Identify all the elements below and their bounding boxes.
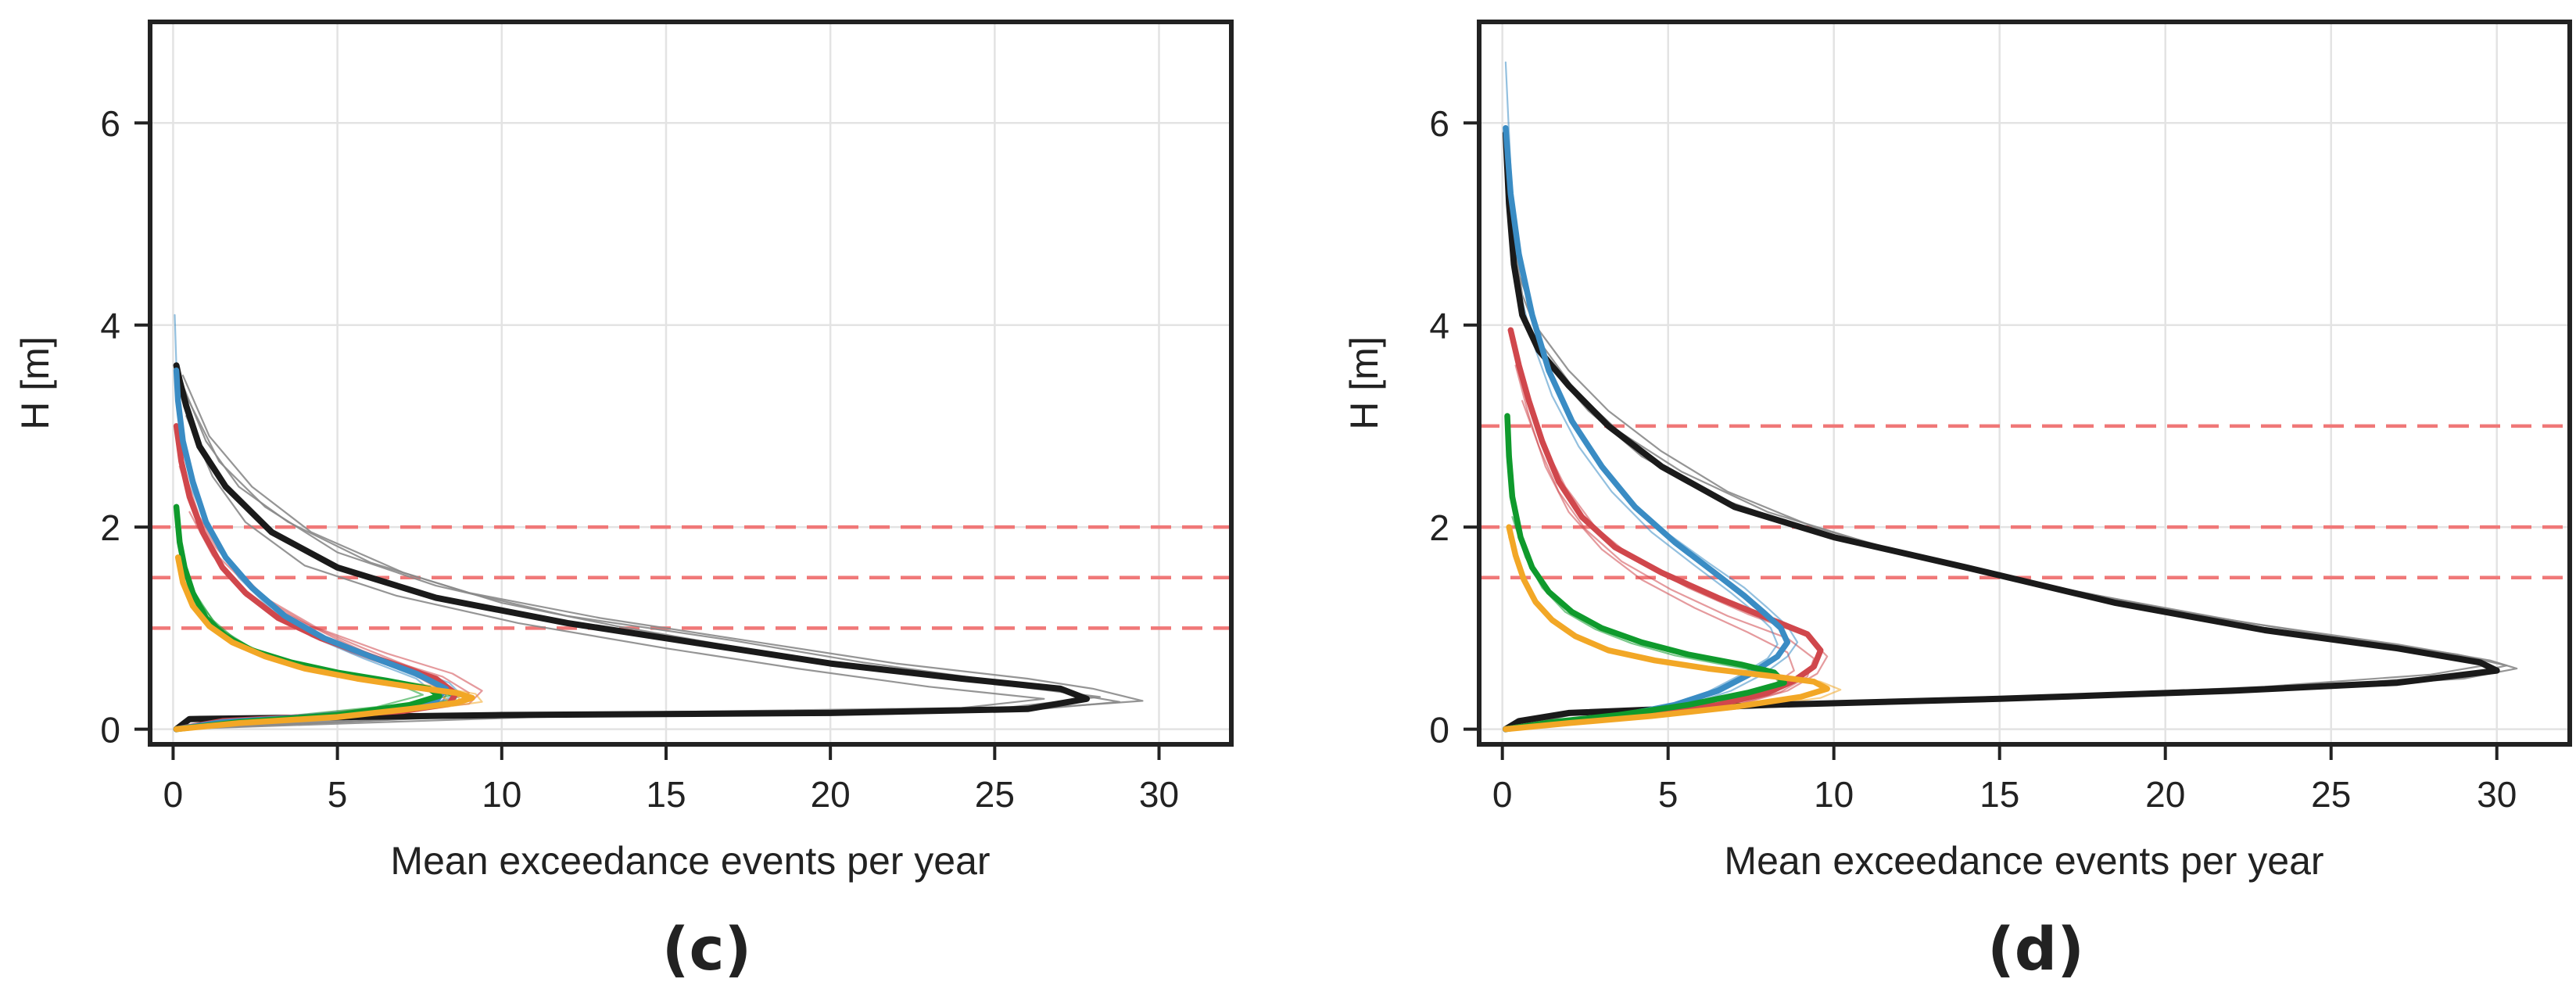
panel-c-y-tick-label: 2 — [100, 507, 120, 548]
panel-d: 0 5 10 15 20 25 30 0 2 4 6 Mean exceedance events… — [1342, 20, 2572, 984]
panel-d-y-tick-label: 4 — [1429, 306, 1449, 346]
panel-d-y-axis-label: H [m] — [1342, 336, 1386, 429]
panel-c-frame — [148, 20, 1234, 747]
panel-d-label: (d) — [1987, 914, 2084, 984]
panel-d-y-tick-label: 6 — [1429, 103, 1449, 144]
panel-c-y-tick-label: 4 — [100, 306, 120, 346]
panel-d-ensemble-lines — [1504, 61, 2518, 730]
panel-d-blue-mean-line — [1503, 124, 1791, 733]
panel-c-x-ticks: 0 5 10 15 20 25 30 — [163, 744, 1179, 815]
panel-d-red-ensemble-line — [1504, 400, 1815, 730]
panel-d-x-tick-label: 25 — [2311, 774, 2351, 815]
panel-c-x-tick-label: 25 — [975, 774, 1015, 815]
panel-d-x-axis-label: Mean exceedance events per year — [1724, 839, 2323, 883]
panel-d-x-tick-label: 0 — [1492, 774, 1513, 815]
panel-c-threshold-lines — [150, 525, 1231, 630]
panel-c-x-tick-label: 10 — [482, 774, 521, 815]
panel-c-x-tick-label: 0 — [163, 774, 184, 815]
panel-c-black-mean-line — [173, 362, 1090, 733]
panel-c: 0 5 10 15 20 25 30 0 2 4 6 Mean exceedance events… — [13, 20, 1234, 984]
panel-c-x-tick-label: 30 — [1139, 774, 1179, 815]
panel-c-y-axis-label: H [m] — [13, 336, 57, 429]
panel-d-x-tick-label: 10 — [1814, 774, 1854, 815]
panel-d-y-tick-label: 0 — [1429, 710, 1449, 751]
panel-d-green-mean-line — [1503, 413, 1787, 733]
panel-c-x-tick-label: 20 — [811, 774, 851, 815]
panel-d-y-ticks: 0 2 4 6 — [1429, 103, 1479, 751]
panel-d-threshold-lines — [1479, 424, 2570, 580]
panel-d-gridlines — [1479, 22, 2570, 744]
panel-c-y-tick-label: 0 — [100, 710, 120, 751]
panel-c-x-tick-label: 15 — [646, 774, 686, 815]
panel-d-x-tick-label: 20 — [2145, 774, 2185, 815]
panel-c-y-ticks: 0 2 4 6 — [100, 103, 150, 751]
panel-d-black-mean-line — [1502, 130, 2500, 733]
panel-d-x-ticks: 0 5 10 15 20 25 30 — [1492, 744, 2517, 815]
panel-d-mean-lines — [1502, 124, 2500, 733]
panel-c-label: (c) — [662, 914, 752, 984]
panel-c-x-tick-label: 5 — [328, 774, 348, 815]
panel-d-x-tick-label: 5 — [1658, 774, 1679, 815]
panel-d-orange-mean-line — [1503, 524, 1830, 733]
panel-d-blue-ensemble-line — [1504, 192, 1779, 730]
panel-d-blue-ensemble-line — [1504, 61, 1799, 730]
panel-d-y-tick-label: 2 — [1429, 507, 1449, 548]
panel-c-y-tick-label: 6 — [100, 103, 120, 144]
panel-c-mean-lines — [173, 362, 1090, 733]
panel-d-x-tick-label: 30 — [2477, 774, 2517, 815]
panel-d-frame — [1477, 20, 2572, 747]
panel-c-orange-mean-line — [173, 554, 475, 733]
panel-d-x-tick-label: 15 — [1979, 774, 2019, 815]
panel-c-x-axis-label: Mean exceedance events per year — [390, 839, 990, 883]
panel-c-black-ensemble-line — [175, 414, 1045, 730]
